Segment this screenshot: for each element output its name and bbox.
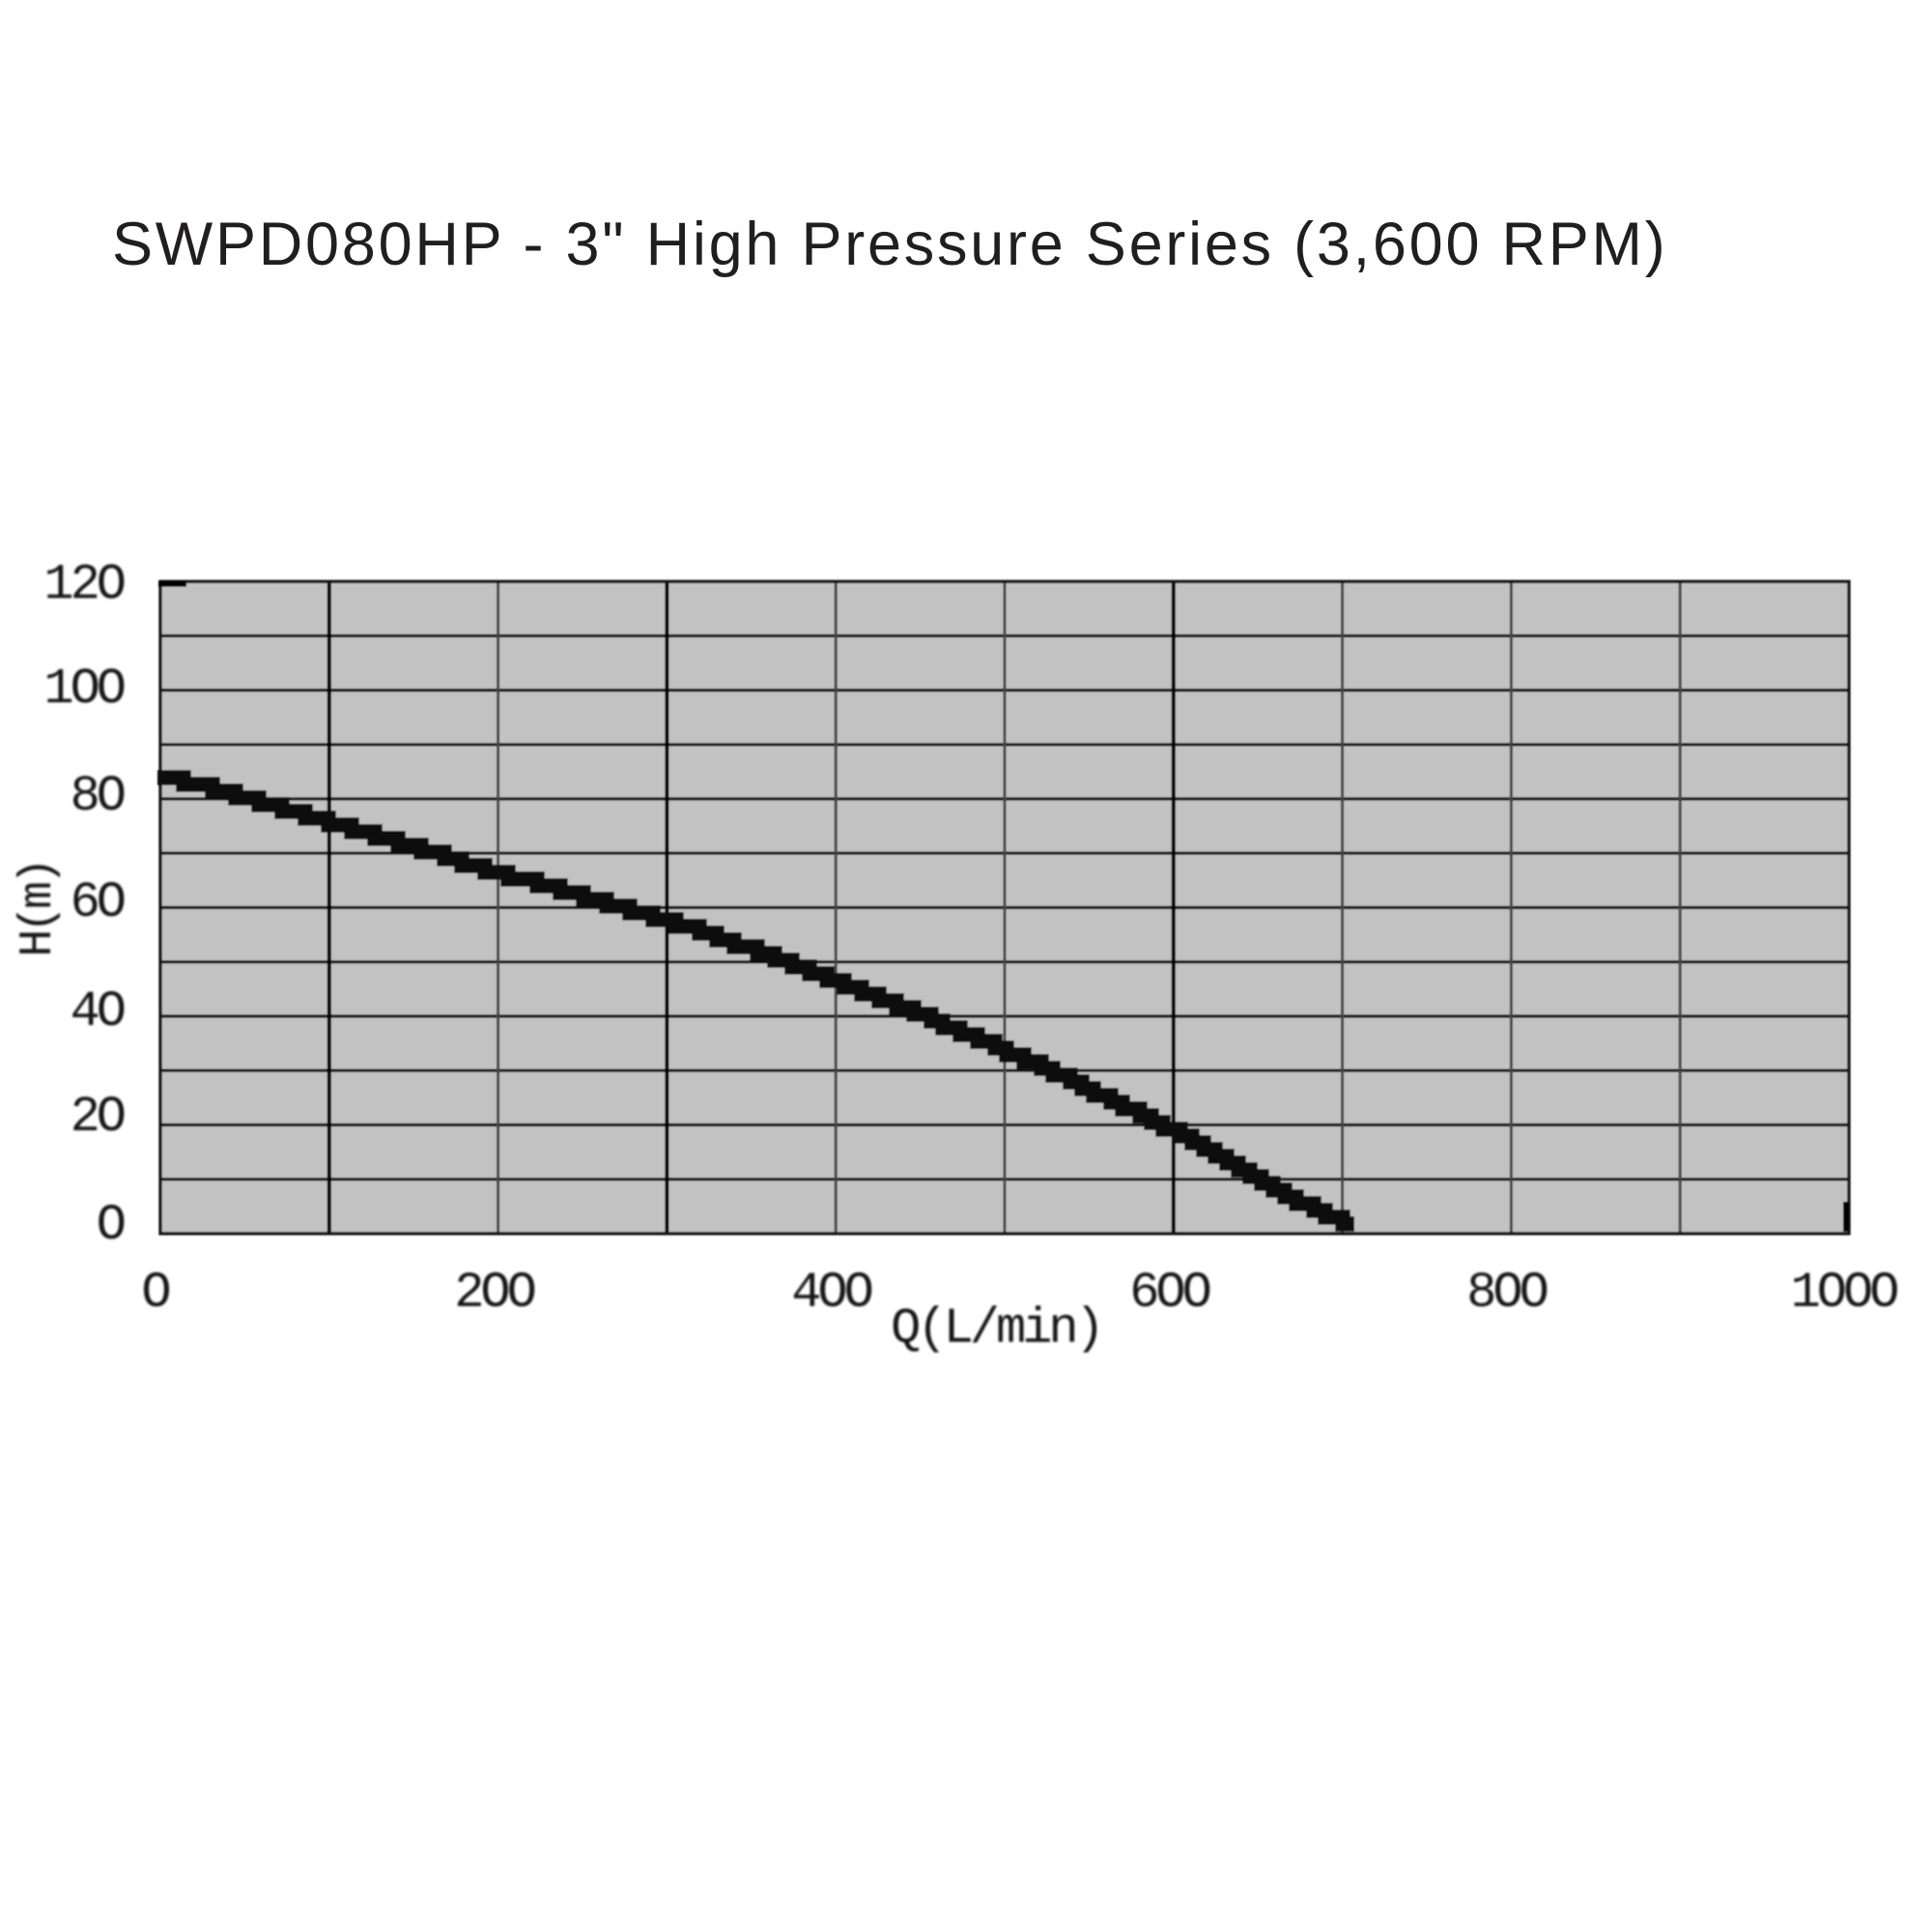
svg-text:8O: 8O <box>71 768 125 825</box>
svg-text:2OO: 2OO <box>454 1264 534 1321</box>
svg-text:Q(L/min): Q(L/min) <box>891 1300 1101 1357</box>
svg-text:6O: 6O <box>71 874 125 931</box>
svg-text:12O: 12O <box>43 556 124 613</box>
svg-text:O: O <box>97 1197 125 1254</box>
svg-text:6OO: 6OO <box>1129 1264 1209 1321</box>
svg-text:8OO: 8OO <box>1466 1264 1547 1321</box>
svg-text:4O: 4O <box>71 983 125 1040</box>
svg-text:1OOO: 1OOO <box>1791 1264 1898 1321</box>
svg-text:H(m): H(m) <box>13 861 65 956</box>
svg-text:2O: 2O <box>71 1089 125 1146</box>
svg-text:4OO: 4OO <box>791 1264 871 1321</box>
svg-text:1OO: 1OO <box>43 661 124 718</box>
svg-text:O: O <box>141 1264 169 1321</box>
